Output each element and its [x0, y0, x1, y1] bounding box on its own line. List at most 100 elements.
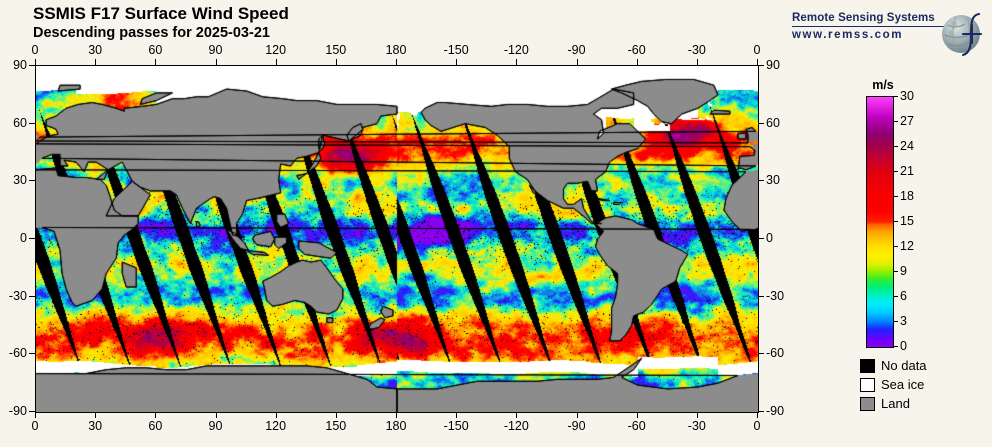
globe-icon [942, 12, 983, 57]
y-axis-label: -30 [8, 288, 27, 303]
colorbar-tick [893, 271, 898, 272]
colorbar-tick-label: 21 [900, 164, 914, 178]
colorbar-tick-label: 30 [900, 89, 914, 103]
y-axis-tick [29, 180, 35, 182]
colorbar-tick-label: 9 [900, 264, 907, 278]
x-axis-label: 0 [31, 43, 39, 57]
x-axis-tick [396, 412, 397, 418]
logo-text: Remote Sensing Systems www.remss.com [792, 12, 944, 41]
x-axis-label: -30 [687, 43, 706, 57]
page-title: SSMIS F17 Surface Wind Speed [33, 4, 289, 23]
x-axis-label: 150 [325, 43, 347, 57]
x-axis-label: 180 [385, 43, 407, 57]
y-axis-label: 60 [766, 115, 780, 130]
map-legend: No data Sea ice Land [860, 356, 990, 413]
x-axis-tick [696, 412, 698, 418]
y-axis-label: 90 [766, 58, 780, 72]
legend-label: Sea ice [881, 377, 925, 392]
y-axis-tick [29, 411, 35, 412]
x-axis-tick [696, 59, 698, 65]
colorbar-tick-label: 3 [900, 314, 907, 328]
colorbar-tick [893, 146, 898, 147]
x-axis-tick [456, 59, 458, 65]
colorbar-tick-label: 18 [900, 189, 914, 203]
x-axis-label: -30 [687, 419, 706, 433]
y-axis-tick [29, 295, 35, 297]
wind-speed-map[interactable] [35, 65, 759, 413]
x-axis-label: -90 [567, 43, 586, 57]
x-axis-tick [215, 59, 217, 65]
x-axis-tick [576, 412, 578, 418]
x-axis-tick [516, 59, 518, 65]
y-axis-tick [29, 238, 35, 239]
x-axis-tick [155, 412, 157, 418]
x-axis-label: -150 [443, 43, 469, 57]
x-axis-label: -60 [627, 43, 646, 57]
page-subtitle: Descending passes for 2025-03-21 [33, 25, 270, 41]
x-axis-tick [275, 59, 277, 65]
y-axis-label: 30 [766, 173, 780, 188]
y-axis-tick [758, 238, 764, 239]
x-axis-label: 60 [148, 419, 163, 433]
colorbar-tick [893, 246, 898, 247]
colorbar-tick [893, 96, 898, 97]
y-axis-label: -60 [8, 346, 27, 361]
x-axis-tick [636, 59, 638, 65]
x-axis-tick [516, 412, 518, 418]
x-axis-tick [215, 412, 217, 418]
x-axis-label: 150 [325, 419, 347, 433]
colorbar-tick-label: 6 [900, 289, 907, 303]
legend-swatch [860, 396, 875, 411]
y-axis-tick [758, 353, 764, 355]
x-axis-label: 30 [88, 43, 103, 57]
logo-website: www.remss.com [792, 29, 904, 41]
colorbar-tick [893, 296, 898, 297]
x-axis-label: 180 [385, 419, 407, 433]
y-axis-label: -30 [766, 288, 785, 303]
y-axis-label: 90 [13, 58, 27, 72]
x-axis-label: -60 [627, 419, 646, 433]
x-axis-label: 90 [208, 43, 223, 57]
x-axis-tick [576, 59, 578, 65]
colorbar-tick-label: 0 [900, 339, 907, 353]
y-axis-tick [29, 122, 35, 124]
y-axis-label: 60 [13, 115, 27, 130]
x-axis-label: 120 [265, 43, 287, 57]
y-axis-label: 0 [20, 231, 27, 245]
colorbar-tick [893, 346, 898, 347]
x-axis-tick [335, 412, 337, 418]
colorbar-units-label: m/s [872, 78, 894, 92]
colorbar-tick-label: 24 [900, 139, 914, 153]
y-axis-tick [758, 122, 764, 124]
x-axis-label: -120 [503, 43, 529, 57]
colorbar-tick [893, 121, 898, 122]
colorbar-tick [893, 196, 898, 197]
y-axis-label: 30 [13, 173, 27, 188]
x-axis-label: 0 [753, 43, 761, 57]
x-axis-tick [95, 59, 97, 65]
x-axis-label: -150 [443, 419, 469, 433]
x-axis-label: 120 [265, 419, 287, 433]
x-axis-tick [396, 59, 397, 65]
x-axis-tick [35, 59, 36, 65]
logo-divider [792, 26, 944, 27]
x-axis-tick [35, 412, 36, 418]
colorbar-tick [893, 171, 898, 172]
colorbar-tick-label: 12 [900, 239, 914, 253]
x-axis-tick [757, 59, 758, 65]
legend-label: Land [881, 396, 910, 411]
legend-swatch [860, 358, 875, 373]
x-axis-tick [95, 412, 97, 418]
wind-speed-raster [36, 66, 758, 412]
colorbar-gradient[interactable] [866, 96, 894, 348]
title-block: SSMIS F17 Surface Wind Speed Descending … [33, 4, 553, 42]
x-axis-tick [335, 59, 337, 65]
x-axis-label: -90 [567, 419, 586, 433]
colorbar-tick [893, 321, 898, 322]
legend-item: Land [860, 394, 990, 413]
legend-label: No data [881, 358, 927, 373]
x-axis-tick [757, 412, 758, 418]
logo-organization-name: Remote Sensing Systems [792, 12, 935, 24]
x-axis-tick [636, 412, 638, 418]
legend-item: Sea ice [860, 375, 990, 394]
